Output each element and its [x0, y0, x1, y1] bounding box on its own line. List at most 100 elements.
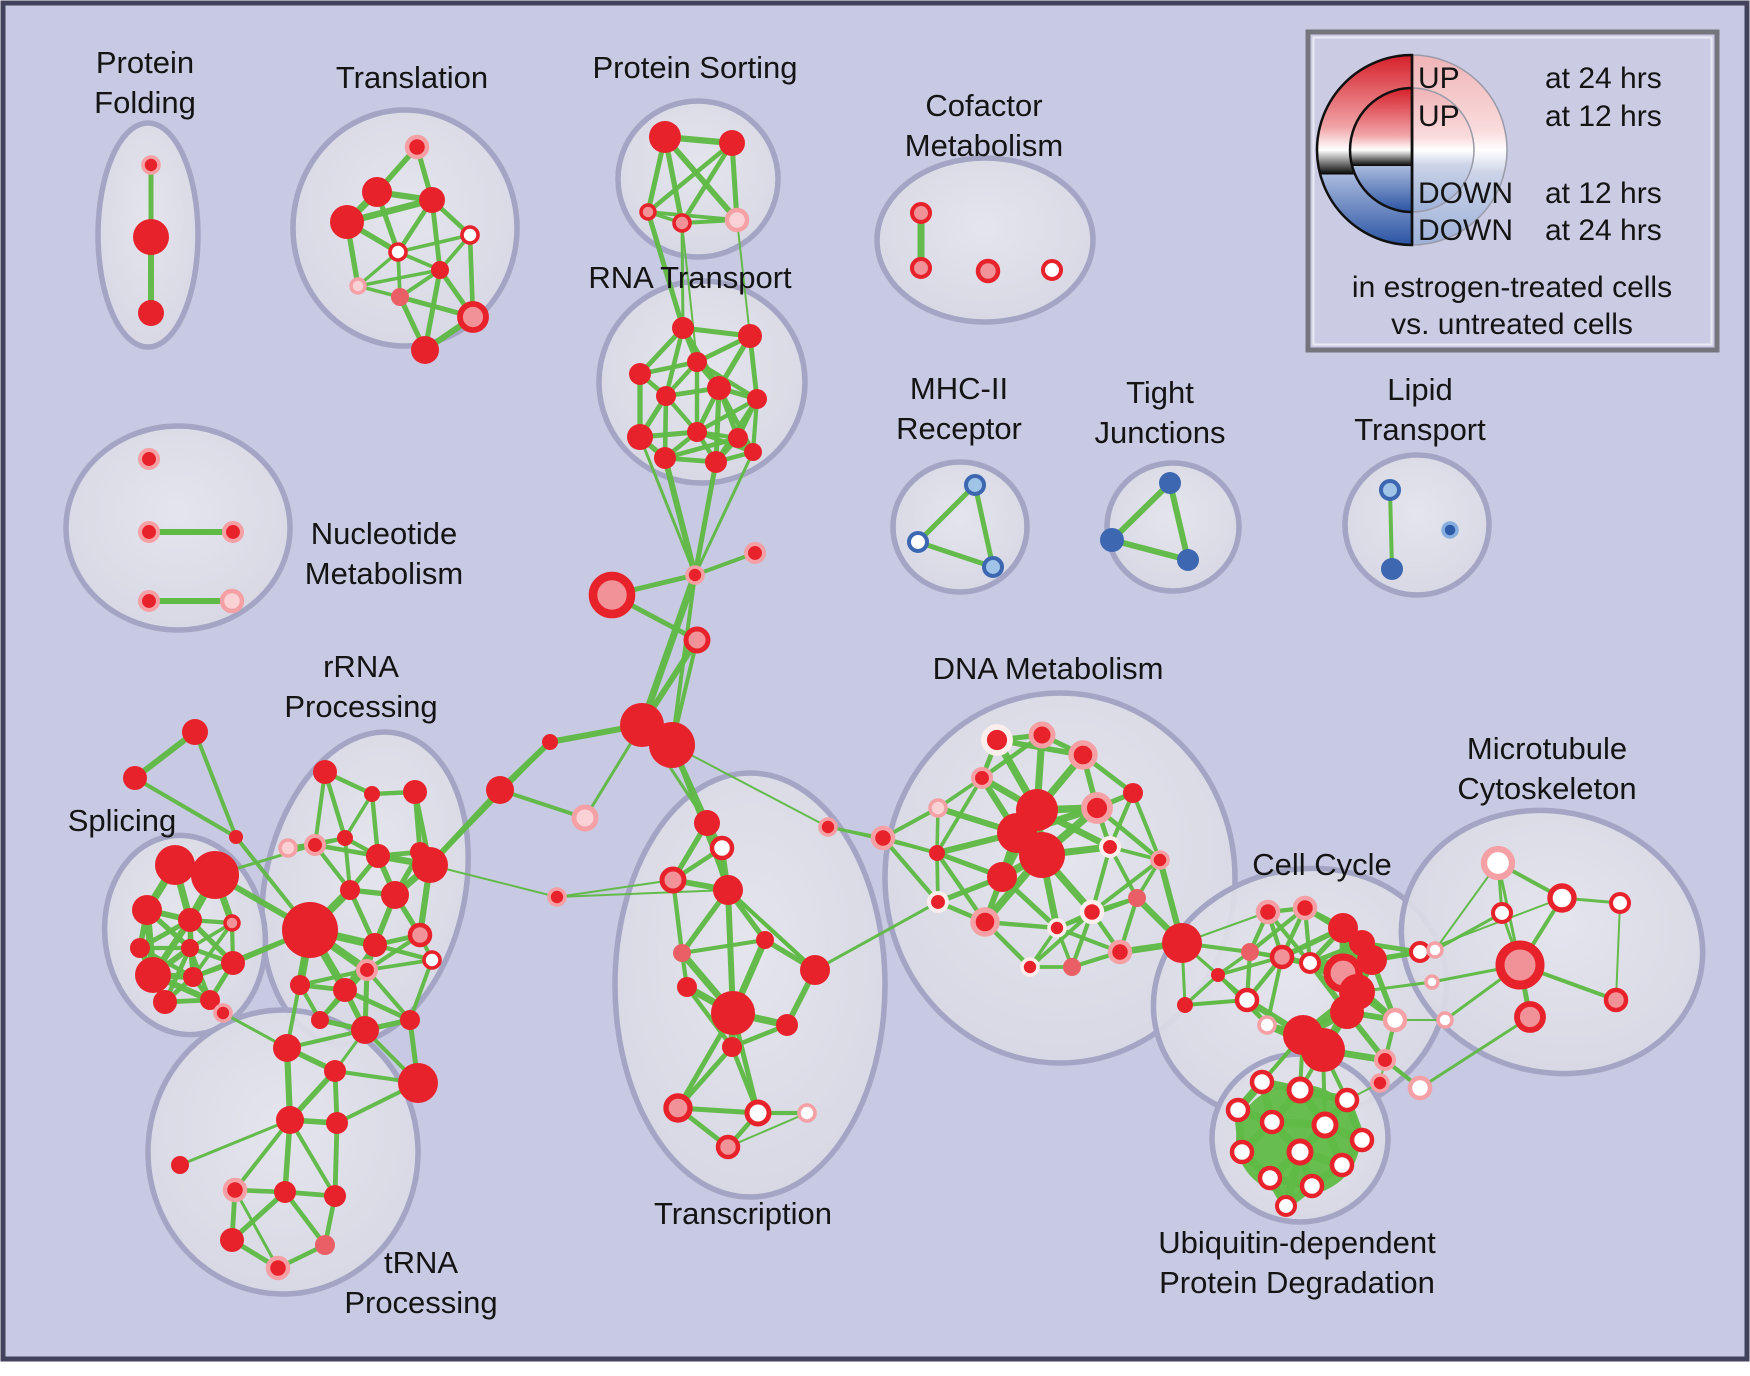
node-rna-transport — [656, 386, 676, 406]
node-protein-folding — [141, 155, 161, 175]
connector-edge — [670, 573, 697, 747]
node-rrna-processing — [278, 838, 298, 858]
connector-edge — [556, 889, 729, 898]
connector-node — [571, 804, 599, 832]
node-microtubule-cytoskeleton — [1547, 883, 1577, 913]
connector-edge — [692, 459, 719, 578]
node-dna-metabolism — [1019, 832, 1065, 878]
connector-node — [683, 626, 711, 654]
node-dna-metabolism — [981, 724, 1013, 756]
connector-edge — [1433, 911, 1504, 952]
connector-edge — [498, 788, 587, 820]
node-rrna-processing — [363, 933, 387, 957]
cluster-labels-layer: Protein Folding Translation Protein Sorting… — [68, 45, 1637, 1320]
node-transcription — [715, 1134, 741, 1160]
edge-rna-transport — [662, 435, 741, 461]
cluster-label-nucleotide-metabolism: Nucleotide — [311, 516, 457, 551]
edge-rrna-processing — [408, 958, 434, 1022]
node-rna-transport — [687, 352, 707, 372]
node-splicing — [223, 914, 241, 932]
node-dna-metabolism — [1081, 792, 1113, 824]
node-splicing — [181, 939, 199, 957]
node-dna-metabolism — [1047, 918, 1067, 938]
node-translation — [391, 288, 409, 306]
edge-tight-junctions — [1167, 480, 1191, 563]
connector-node — [229, 830, 243, 844]
edge-translation — [356, 268, 442, 288]
edge-rna-transport — [694, 396, 760, 435]
node-ubiquitin-degradation — [1229, 1139, 1255, 1165]
cluster-label-transcription: Transcription — [654, 1196, 832, 1231]
node-rrna-processing — [282, 902, 338, 958]
connector-edge — [556, 879, 674, 898]
cluster-ellipse-lipid-transport — [1342, 452, 1492, 598]
node-ubiquitin-degradation — [1274, 1194, 1298, 1218]
node-dna-metabolism — [1063, 958, 1081, 976]
node-rrna-processing — [311, 1011, 329, 1029]
node-cell-cycle — [1241, 943, 1259, 961]
node-splicing — [132, 895, 162, 925]
node-cell-cycle — [1382, 1007, 1408, 1033]
legend-caption-line: vs. untreated cells — [1391, 308, 1633, 341]
edge-microtubule-cytoskeleton — [1615, 902, 1621, 1001]
node-dna-metabolism — [1020, 957, 1040, 977]
connector-edge — [671, 744, 829, 828]
node-trna-processing — [276, 1106, 304, 1134]
edge-tight-junctions — [1109, 480, 1173, 543]
node-cell-cycle — [1330, 995, 1364, 1029]
connector-edge — [178, 1118, 292, 1167]
cluster-label-rrna-processing: rRNA — [323, 649, 399, 684]
node-translation — [362, 177, 392, 207]
node-translation — [419, 187, 445, 213]
node-dna-metabolism — [870, 825, 896, 851]
node-microtubule-cytoskeleton — [1603, 987, 1629, 1013]
node-dna-metabolism — [926, 890, 950, 914]
node-mhc2-receptor — [963, 473, 987, 497]
node-cofactor-metabolism — [909, 256, 933, 280]
node-translation — [404, 134, 430, 160]
node-mhc2-receptor — [906, 530, 930, 554]
node-cell-cycle — [1211, 968, 1225, 982]
node-cofactor-metabolism — [909, 201, 933, 225]
node-transcription — [713, 875, 743, 905]
cluster-label-cofactor-metabolism: Cofactor — [925, 88, 1042, 123]
legend-item-direction: UP — [1418, 100, 1460, 133]
node-protein-sorting — [672, 213, 692, 233]
node-cell-cycle — [1357, 945, 1387, 975]
node-transcription — [709, 835, 735, 861]
node-cell-cycle — [1328, 913, 1358, 943]
nodes-layer — [123, 121, 1632, 1281]
connector-node — [213, 1003, 233, 1023]
node-cell-cycle — [1255, 899, 1281, 925]
edge-rrna-processing — [297, 967, 370, 988]
edge-transcription — [680, 938, 767, 955]
node-ubiquitin-degradation — [1225, 1097, 1251, 1123]
node-protein-sorting — [649, 121, 681, 153]
cluster-ellipse-transcription — [612, 770, 888, 1200]
edge-protein-sorting — [646, 210, 739, 222]
connector-node — [1436, 1011, 1454, 1029]
cluster-label-tight-junctions: Junctions — [1095, 415, 1226, 450]
edge-trna-processing — [233, 1118, 292, 1192]
cluster-label-rrna-processing: Processing — [284, 689, 437, 724]
node-cell-cycle — [1292, 895, 1318, 921]
node-protein-sorting — [639, 203, 657, 221]
node-dna-metabolism — [1098, 835, 1122, 859]
connector-edge — [638, 571, 699, 729]
cluster-label-trna-processing: tRNA — [384, 1245, 458, 1280]
cluster-ellipse-nucleotide-metabolism — [63, 423, 293, 633]
connector-node — [1370, 1073, 1390, 1093]
node-splicing — [191, 851, 239, 899]
node-mhc2-receptor — [981, 555, 1005, 579]
connector-edge — [693, 450, 755, 577]
node-ubiquitin-degradation — [1286, 1138, 1314, 1166]
node-rna-transport — [687, 422, 707, 442]
node-tight-junctions — [1100, 528, 1124, 552]
node-ubiquitin-degradation — [1334, 1087, 1360, 1113]
node-cell-cycle — [1177, 997, 1193, 1013]
node-splicing — [130, 938, 150, 958]
node-cofactor-metabolism — [975, 258, 1001, 284]
node-trna-processing — [398, 1063, 438, 1103]
node-trna-processing — [315, 1235, 335, 1255]
